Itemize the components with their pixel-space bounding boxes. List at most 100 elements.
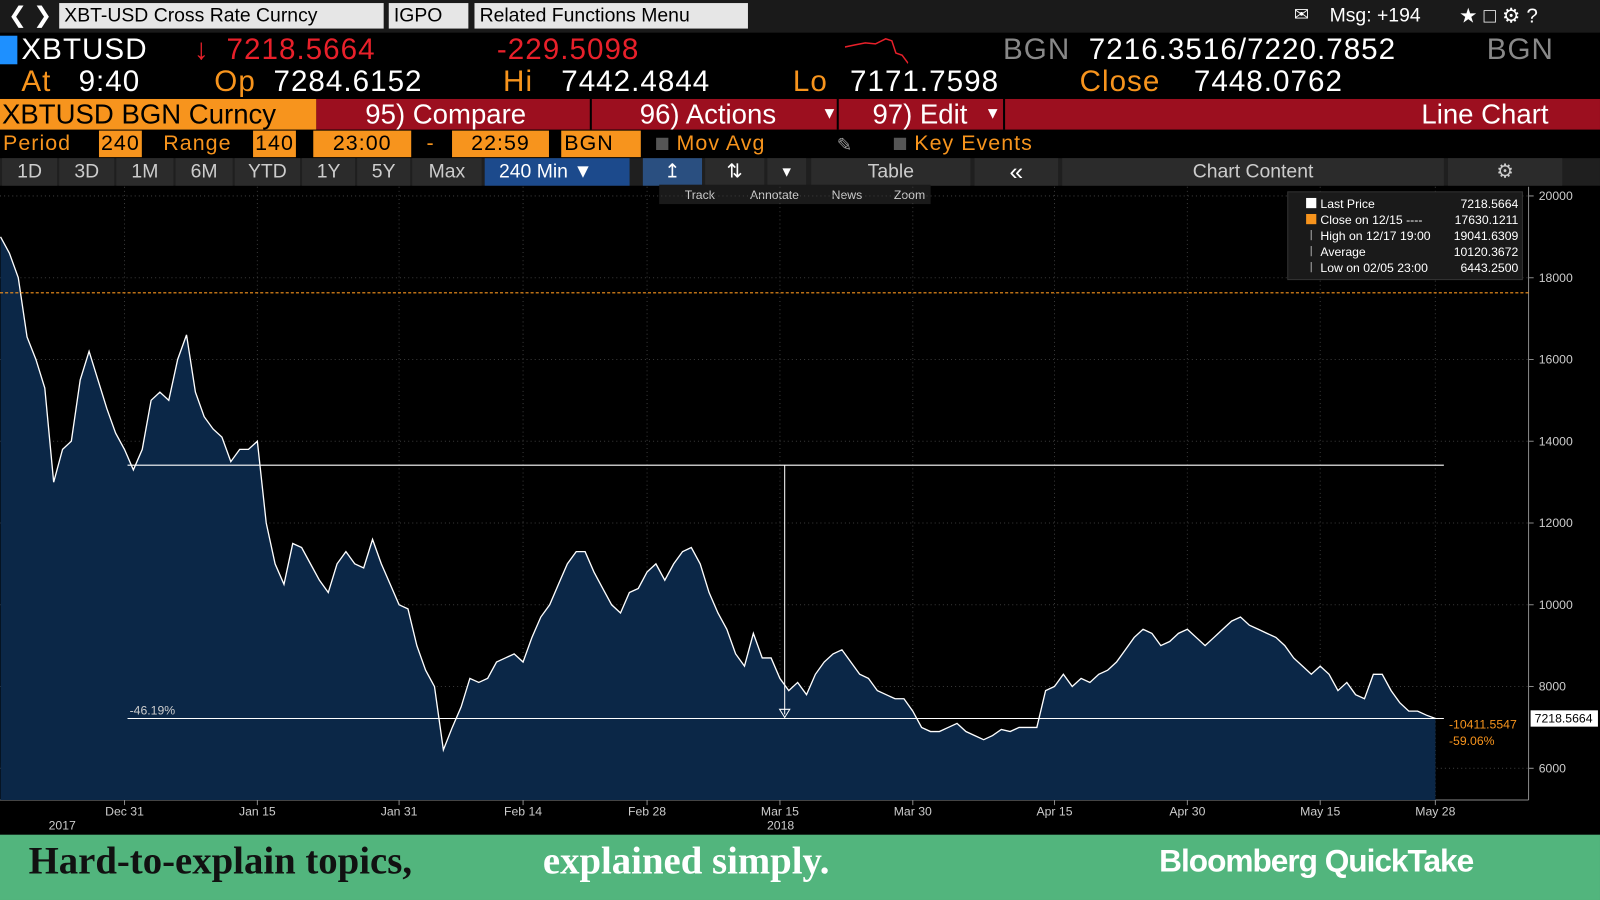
range-input[interactable]: 140 <box>253 130 296 158</box>
security-dropdown[interactable]: XBT-USD Cross Rate Curncy <box>59 3 384 29</box>
end-input[interactable]: 22:59 <box>452 130 549 158</box>
footer-tagline: explained simply. <box>542 839 830 883</box>
range-button[interactable]: 1M <box>116 158 174 186</box>
price-source: BGN <box>1486 33 1554 67</box>
y-tick-label: 6000 <box>1539 761 1566 775</box>
price-area <box>0 236 1436 800</box>
measure-change-percent: -59.06% <box>1449 734 1495 748</box>
y-tick-label: 18000 <box>1539 271 1573 285</box>
chart-tool[interactable]: Annotate <box>750 188 799 202</box>
chart-tool[interactable]: News <box>832 188 863 202</box>
pencil-icon[interactable]: ✎ <box>836 134 853 156</box>
legend-swatch <box>1306 213 1317 225</box>
range-label: Range <box>163 131 232 156</box>
source-input[interactable]: BGN <box>561 130 641 158</box>
security-label: XBTUSD BGN Curncy <box>0 98 317 130</box>
period-input[interactable]: 240 <box>98 130 142 158</box>
settings-button[interactable]: ⚙ <box>1447 158 1563 186</box>
more-icon[interactable]: ▼ <box>767 158 807 186</box>
checkbox[interactable] <box>893 137 907 150</box>
x-tick-label: Mar 30 <box>894 804 932 818</box>
x-tick-label: Dec 31 <box>105 804 144 818</box>
net-change: -229.5098 <box>496 33 640 67</box>
chart-content-button[interactable]: Chart Content <box>1062 158 1444 186</box>
last-price-tag-label: 7218.5664 <box>1535 712 1593 726</box>
y-tick-label: 10000 <box>1539 598 1573 612</box>
legend-label: Low on 02/05 23:00 <box>1320 261 1428 275</box>
bar-icon[interactable]: ⇅ <box>705 158 765 186</box>
mail-icon[interactable]: ✉ <box>1293 4 1310 25</box>
y-tick-label: 12000 <box>1539 516 1573 530</box>
checkbox[interactable] <box>656 137 669 150</box>
table-button[interactable]: Table <box>811 158 971 186</box>
range-button[interactable]: 5Y <box>357 158 411 186</box>
chart-tool[interactable]: Zoom <box>894 188 925 202</box>
sparkline <box>844 37 909 64</box>
year-label: 2017 <box>49 819 76 833</box>
footer-headline: Hard-to-explain topics, <box>28 839 413 883</box>
nav-arrows[interactable]: ❮ ❯ <box>8 2 53 28</box>
key-events[interactable]: Key Events <box>914 131 1033 156</box>
period-label: Period <box>3 131 72 156</box>
legend-label: Last Price <box>1320 197 1375 211</box>
measure-change: -10411.5547 <box>1449 718 1517 732</box>
open-label: Op <box>214 65 256 98</box>
legend-value: 10120.3672 <box>1454 245 1519 259</box>
separator-text: - <box>426 131 435 156</box>
open: 7284.6152 <box>273 65 423 98</box>
legend-swatch <box>1306 197 1317 209</box>
start-input[interactable]: 23:00 <box>313 130 412 158</box>
mov-avg[interactable]: Mov Avg <box>676 131 766 156</box>
time-label: At <box>21 65 52 98</box>
high-label: Hi <box>503 65 534 98</box>
dropdown-caret: ▼ <box>821 105 838 123</box>
messages[interactable]: Msg: +194 <box>1329 5 1421 27</box>
menu-item[interactable]: 97) Edit <box>872 98 968 130</box>
y-tick-label: 8000 <box>1539 680 1566 694</box>
range-button[interactable]: Max <box>412 158 482 186</box>
range-button[interactable]: 1D <box>2 158 58 186</box>
measure-percent: -46.19% <box>130 703 176 717</box>
x-tick-label: Feb 14 <box>504 804 542 818</box>
y-tick-label: 14000 <box>1539 434 1573 448</box>
menu-dropdown[interactable]: Related Functions Menu <box>474 3 748 29</box>
interval-button[interactable]: 240 Min ▼ <box>484 158 630 186</box>
menu-bar <box>316 98 1600 130</box>
last-price: 7218.5664 <box>226 33 376 67</box>
high: 7442.4844 <box>561 65 711 98</box>
range-button[interactable]: YTD <box>234 158 300 186</box>
tool-icons[interactable]: ★□⚙? <box>1459 5 1544 28</box>
footer-brand: Bloomberg QuickTake <box>1159 842 1474 879</box>
x-tick-label: Jan 15 <box>239 804 276 818</box>
close-label: Close <box>1079 65 1161 98</box>
down-arrow: ↓ <box>193 33 210 67</box>
line-icon[interactable]: ↥ <box>642 158 703 186</box>
source-dropdown[interactable]: IGPO <box>388 3 469 29</box>
x-tick-label: May 15 <box>1300 804 1340 818</box>
legend-value: 17630.1211 <box>1455 213 1519 227</box>
ticker: XBTUSD <box>21 33 148 67</box>
y-tick-label: 16000 <box>1539 353 1573 367</box>
legend-value: 6443.2500 <box>1461 261 1519 275</box>
separator <box>589 98 592 130</box>
x-tick-label: Mar 15 <box>761 804 799 818</box>
separator <box>836 98 839 130</box>
view-name: Line Chart <box>1421 98 1549 130</box>
time: 9:40 <box>78 65 141 98</box>
menu-item[interactable]: 95) Compare <box>365 98 527 130</box>
legend-label: Average <box>1320 245 1366 259</box>
chart-tools-bar <box>659 184 931 205</box>
chart-tool[interactable]: Track <box>685 188 716 202</box>
range-button[interactable]: 1Y <box>302 158 356 186</box>
last-price-tag <box>1530 710 1598 727</box>
low: 7171.7598 <box>849 65 1000 98</box>
measure-arrow <box>778 708 791 719</box>
collapse-button[interactable]: « <box>974 158 1059 186</box>
range-button[interactable]: 3D <box>59 158 115 186</box>
bid-ask: 7216.3516/7220.7852 <box>1088 33 1397 67</box>
range-button[interactable]: 6M <box>175 158 233 186</box>
menu-item[interactable]: 96) Actions <box>639 98 777 130</box>
legend-value: 19041.6309 <box>1454 229 1519 243</box>
x-tick-label: Feb 28 <box>628 804 666 818</box>
y-tick-label: 20000 <box>1539 189 1573 203</box>
